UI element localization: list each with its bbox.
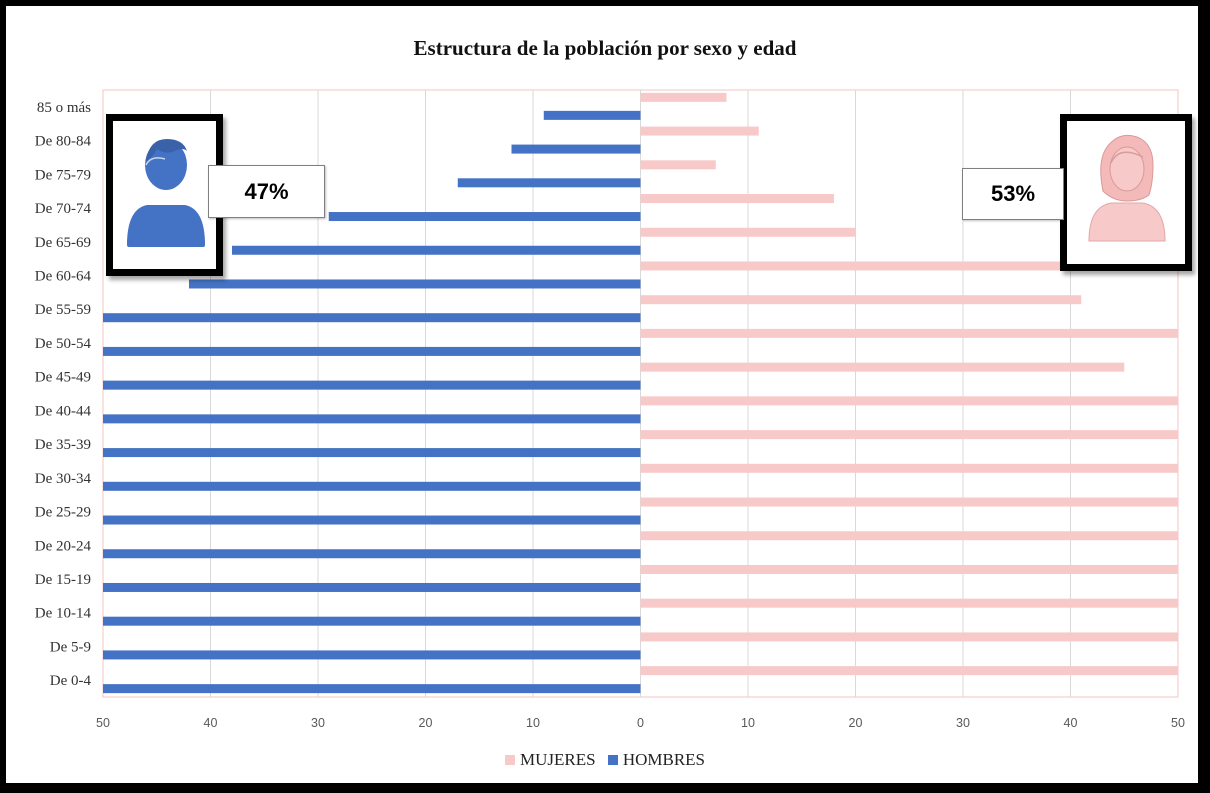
legend-label-mujeres: MUJERES (519, 750, 596, 769)
bar-mujeres (640, 632, 1178, 642)
bar-hombres (103, 414, 641, 424)
category-label: De 45-49 (35, 370, 91, 386)
bar-hombres (103, 515, 641, 525)
bar-hombres (232, 245, 641, 255)
bar-mujeres (640, 362, 1125, 372)
category-label: De 25-29 (35, 505, 91, 521)
category-label: De 35-39 (35, 437, 91, 453)
bar-mujeres (640, 564, 1178, 574)
category-label: De 65-69 (35, 235, 91, 251)
bar-hombres (328, 212, 641, 222)
bar-mujeres (640, 295, 1082, 305)
x-tick-label: 20 (419, 716, 433, 730)
x-tick-label: 40 (1064, 716, 1078, 730)
bar-hombres (103, 549, 641, 559)
category-label: De 60-64 (35, 268, 92, 284)
category-label: De 70-74 (35, 201, 92, 217)
bar-hombres (103, 684, 641, 694)
category-label: De 5-9 (50, 639, 91, 655)
bar-hombres (103, 346, 641, 356)
female-percentage-box: 53% (962, 168, 1064, 220)
male-percentage-box: 47% (208, 165, 325, 218)
bar-mujeres (640, 463, 1178, 473)
x-tick-label: 50 (1171, 716, 1185, 730)
x-tick-label: 30 (311, 716, 325, 730)
legend-swatch-mujeres (504, 755, 515, 765)
chart-title: Estructura de la población por sexo y ed… (413, 36, 797, 60)
x-tick-label: 10 (526, 716, 540, 730)
bar-mujeres (640, 598, 1178, 608)
bar-hombres (103, 481, 641, 491)
female-user-icon (1088, 134, 1166, 242)
bar-hombres (103, 650, 641, 660)
bar-hombres (103, 448, 641, 458)
bar-mujeres (640, 126, 759, 136)
bar-mujeres (640, 92, 727, 102)
bar-hombres (543, 110, 641, 120)
category-label: De 0-4 (50, 673, 92, 689)
category-label: De 55-59 (35, 302, 91, 318)
bar-mujeres (640, 328, 1178, 338)
bar-mujeres (640, 160, 716, 170)
bar-mujeres (640, 227, 856, 237)
male-user-icon (127, 139, 205, 247)
bar-hombres (103, 582, 641, 592)
category-labels: 85 o más De 80-84 De 75-79 De 70-74 De 65-69… (35, 100, 92, 689)
x-tick-label: 30 (956, 716, 970, 730)
male-icon-box (106, 114, 223, 276)
x-tick-label: 50 (96, 716, 110, 730)
bar-mujeres (640, 396, 1178, 406)
x-tick-label: 0 (637, 716, 644, 730)
bar-mujeres (640, 497, 1178, 507)
bar-hombres (189, 279, 641, 289)
bar-mujeres (640, 261, 1157, 271)
bar-hombres (457, 178, 641, 188)
bar-mujeres (640, 194, 834, 204)
category-label: De 50-54 (35, 336, 92, 352)
legend-swatch-hombres (607, 755, 618, 765)
bar-hombres (103, 380, 641, 390)
bar-mujeres (640, 531, 1178, 541)
x-tick-label: 40 (204, 716, 218, 730)
category-label: De 30-34 (35, 471, 92, 487)
bars (103, 92, 1178, 694)
legend: MUJERES HOMBRES (0, 750, 1210, 770)
category-label: De 10-14 (35, 606, 92, 622)
bar-hombres (103, 313, 641, 323)
category-label: De 20-24 (35, 538, 92, 554)
x-tick-label: 20 (849, 716, 863, 730)
female-icon-box (1060, 114, 1192, 271)
category-label: 85 o más (37, 100, 91, 116)
legend-item-hombres: HOMBRES (607, 750, 705, 770)
category-label: De 80-84 (35, 134, 92, 150)
bar-mujeres (640, 430, 1178, 440)
bar-mujeres (640, 666, 1178, 676)
x-tick-label: 10 (741, 716, 755, 730)
bar-hombres (103, 616, 641, 626)
bar-hombres (511, 144, 641, 154)
category-label: De 75-79 (35, 167, 91, 183)
category-label: De 15-19 (35, 572, 91, 588)
legend-item-mujeres: MUJERES (504, 750, 596, 770)
legend-label-hombres: HOMBRES (622, 750, 705, 769)
category-label: De 40-44 (35, 403, 92, 419)
x-tick-labels: 50 40 30 20 10 0 10 20 30 40 50 (96, 716, 1185, 730)
